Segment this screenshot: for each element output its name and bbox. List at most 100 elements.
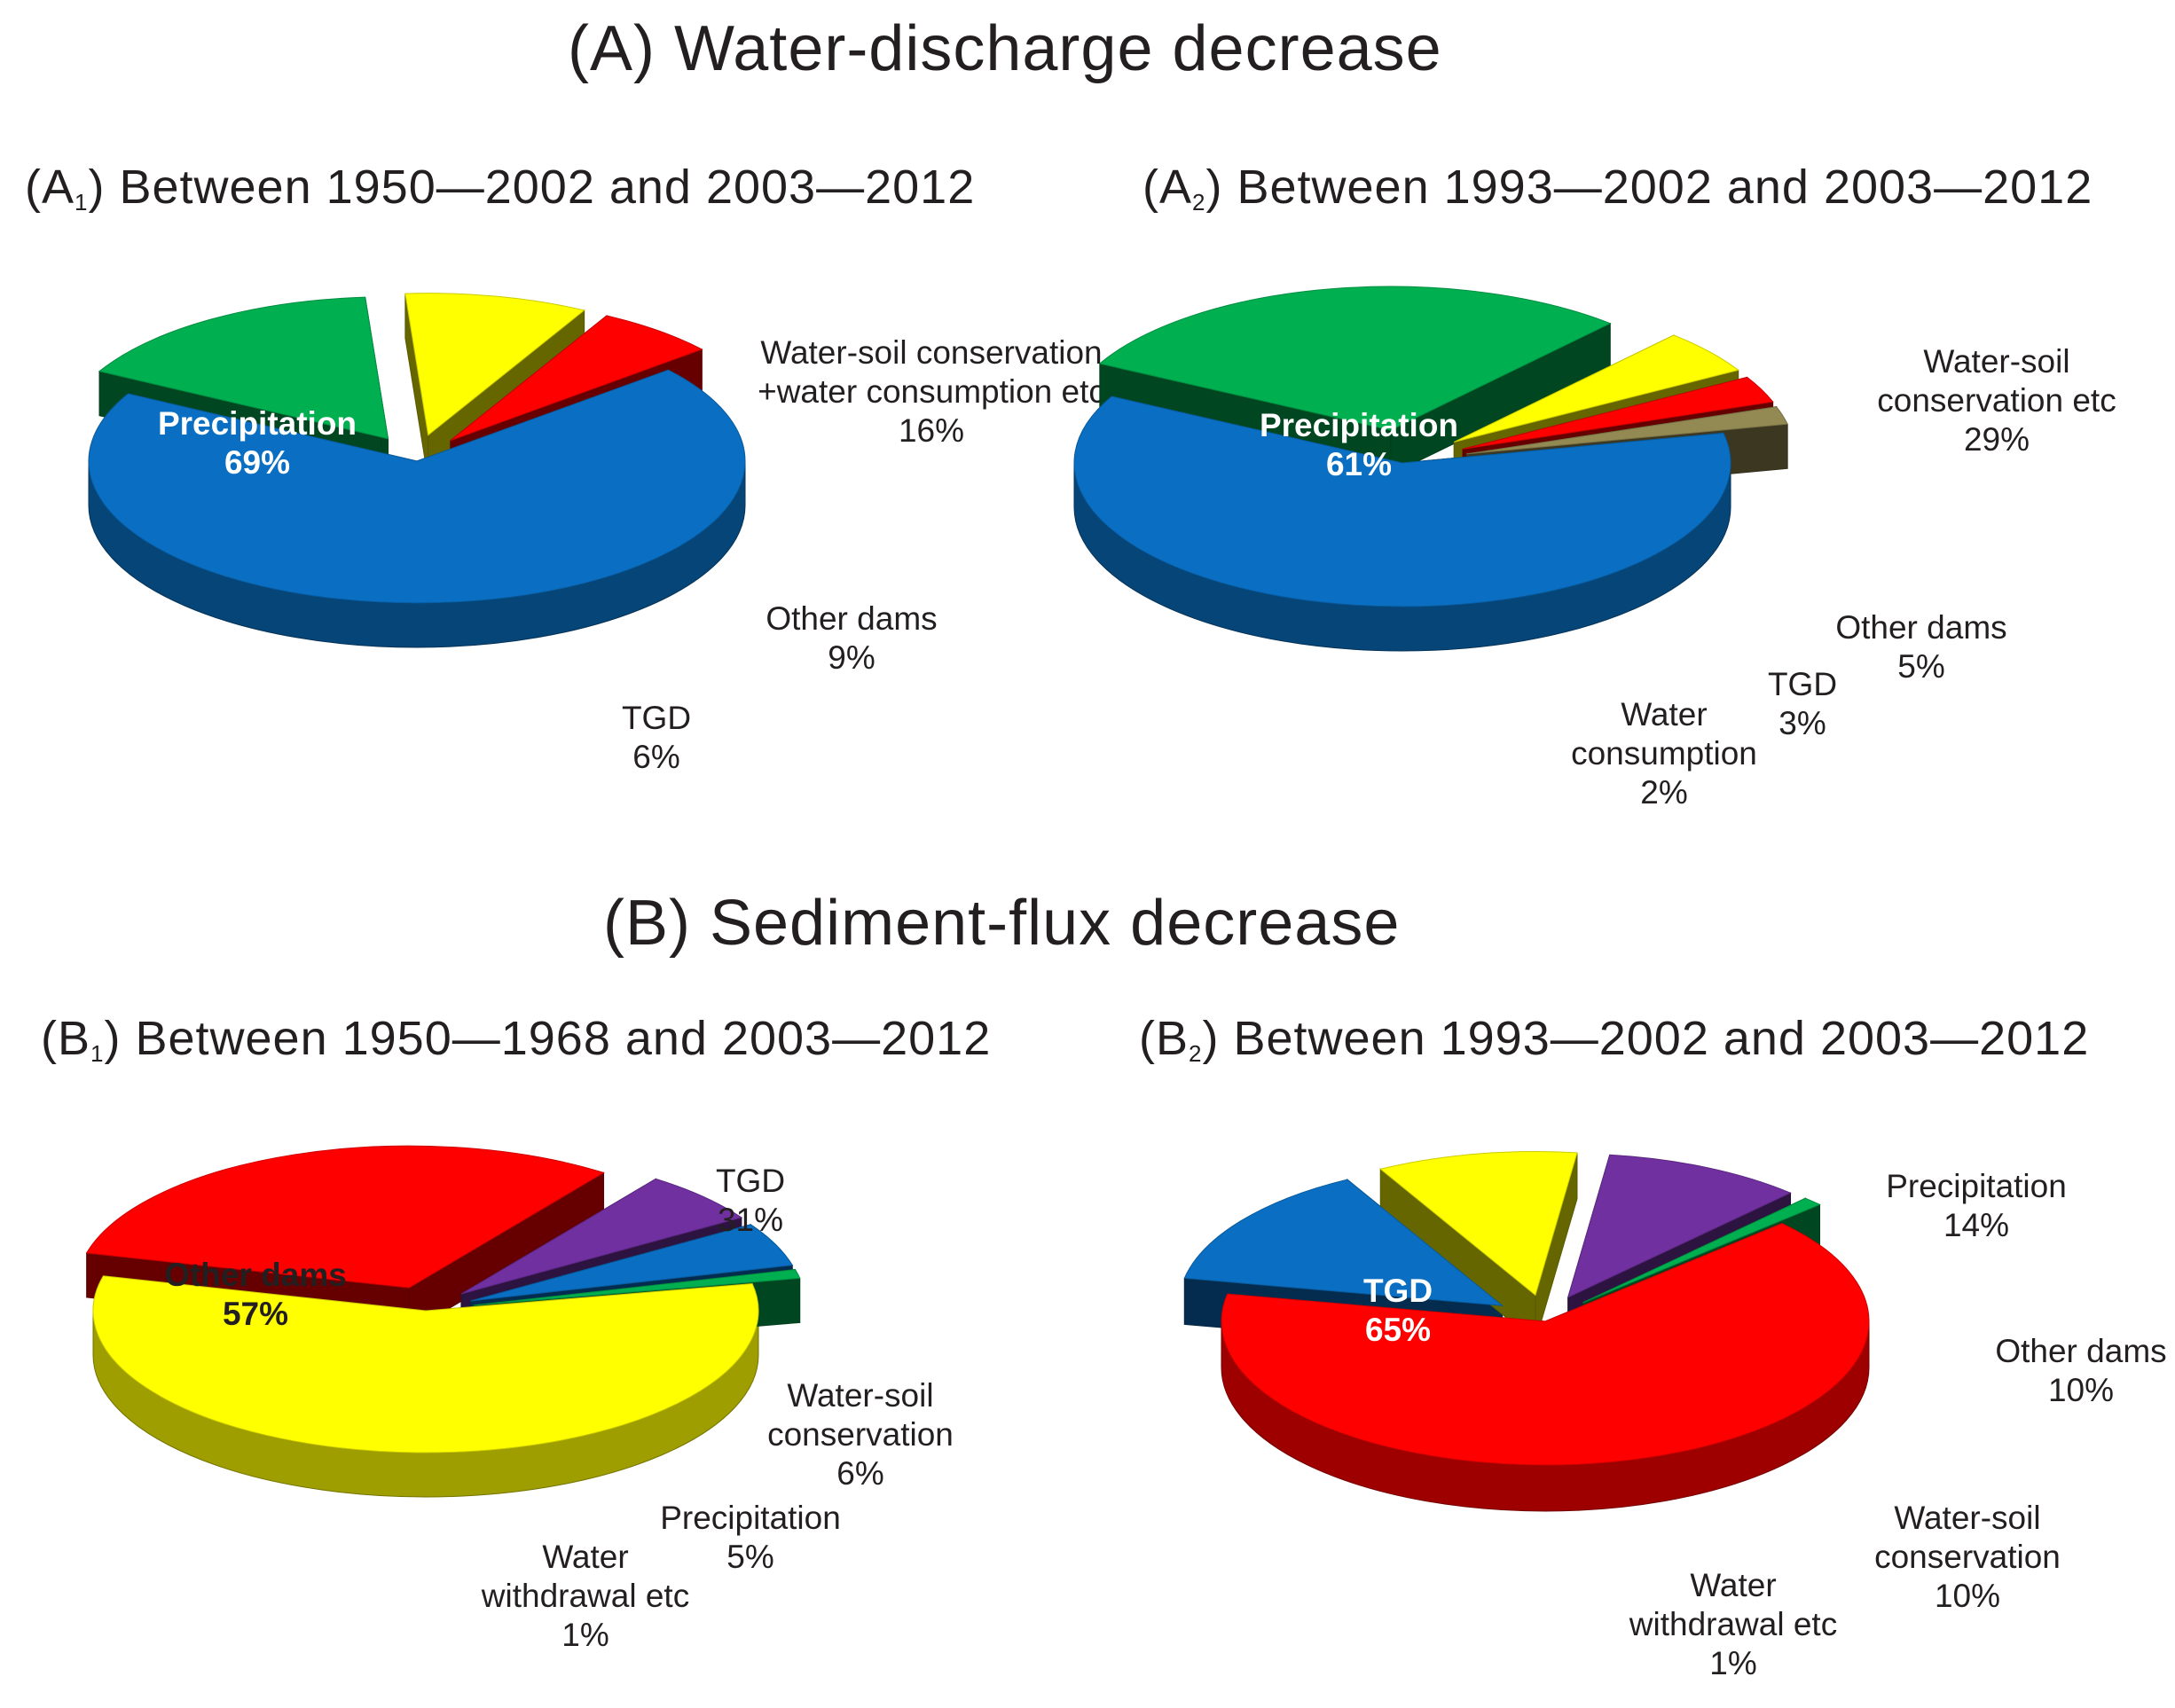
- label-precipitation: Precipitation 69%: [158, 405, 357, 481]
- chart-a1-title-sub: 1: [75, 189, 89, 215]
- label-line: 61%: [1326, 446, 1392, 482]
- label-line: Water: [542, 1539, 628, 1575]
- label-line: conservation: [1874, 1539, 2061, 1575]
- chart-a2-title: (A2) Between 1993—2002 and 2003—2012: [1142, 160, 2093, 216]
- label-line: Water-soil conservation: [760, 334, 1102, 371]
- label-line: TGD: [1768, 666, 1837, 702]
- label-line: 5%: [726, 1539, 773, 1575]
- slice-water-soil: [1566, 1154, 1792, 1298]
- chart-a1-title-rest: ) Between 1950—2002 and 2003—2012: [88, 161, 976, 214]
- chart-b2-title-sub: 2: [1189, 1040, 1203, 1067]
- label-water: Water withdrawal etc 1%: [1629, 1567, 1837, 1681]
- label-line: Water: [1621, 696, 1707, 733]
- label-precipitation: Precipitation 61%: [1260, 407, 1458, 482]
- label-line: TGD: [716, 1163, 785, 1199]
- chart-a2-title-prefix: (A: [1142, 161, 1192, 214]
- chart-a1-title: (A1) Between 1950—2002 and 2003—2012: [25, 160, 975, 216]
- chart-a1-title-prefix: (A: [25, 161, 75, 214]
- slice-water-soil-conservation: [98, 296, 389, 440]
- label-line: TGD: [622, 700, 691, 736]
- label-water: Water consumption 2%: [1571, 696, 1757, 811]
- label-line: Other dams: [766, 600, 937, 637]
- label-line: withdrawal etc: [1629, 1606, 1837, 1642]
- label-other-dams: Other dams 10%: [1995, 1333, 2166, 1408]
- label-line: 2%: [1640, 774, 1687, 811]
- slice-water: [1466, 406, 1788, 455]
- label-water-soil: Water-soil conservation 10%: [1874, 1500, 2061, 1614]
- label-line: TGD: [1363, 1273, 1433, 1309]
- slice-other-dams: [1454, 334, 1739, 443]
- label-line: 9%: [828, 639, 875, 676]
- chart-a1-pie: Precipitation 69% Water-soil conservation +…: [88, 293, 1105, 775]
- label-line: 14%: [1943, 1207, 2009, 1243]
- chart-b2-title: (B2) Between 1993—2002 and 2003—2012: [1139, 1011, 2089, 1068]
- chart-b1-title-sub: 1: [90, 1040, 105, 1067]
- label-other-dams: Other dams 9%: [766, 600, 937, 676]
- label-line: 16%: [899, 412, 964, 449]
- chart-b1-title: (B1) Between 1950—1968 and 2003—2012: [41, 1011, 991, 1068]
- label-line: 3%: [1778, 705, 1826, 741]
- chart-b2-title-prefix: (B: [1139, 1012, 1189, 1065]
- label-line: 6%: [632, 739, 679, 775]
- label-line: Precipitation: [158, 405, 357, 442]
- slice-tgd: [85, 1145, 605, 1289]
- chart-b1-title-prefix: (B: [41, 1012, 90, 1065]
- label-line: 10%: [1935, 1578, 2000, 1614]
- slice-water-soil: [460, 1178, 743, 1295]
- label-precipitation: Precipitation 5%: [660, 1500, 841, 1575]
- chart-b1-title-rest: ) Between 1950—1968 and 2003—2012: [104, 1012, 992, 1065]
- slice-precipitation: [1183, 1179, 1504, 1306]
- label-water-soil: Water-soil conservation etc 29%: [1877, 343, 2116, 458]
- label-line: 1%: [1709, 1645, 1756, 1681]
- label-line: Water: [1690, 1567, 1776, 1603]
- slice-tgd: [1463, 376, 1774, 450]
- label-line: conservation: [767, 1416, 954, 1453]
- chart-a2-title-sub: 2: [1192, 189, 1206, 215]
- chart-a2-title-rest: ) Between 1993—2002 and 2003—2012: [1205, 161, 2093, 214]
- chart-b2-pie: TGD 65%Precipitation 14%Other dams 10%Water…: [1183, 1151, 2167, 1681]
- label-line: 29%: [1964, 421, 2030, 458]
- section-b-title: (B) Sediment-flux decrease: [603, 888, 1401, 959]
- label-line: Precipitation: [1260, 407, 1458, 443]
- slice-other-dams: [404, 293, 585, 436]
- label-precipitation: Precipitation 14%: [1886, 1168, 2067, 1243]
- label-tgd: TGD 6%: [622, 700, 691, 775]
- label-line: withdrawal etc: [481, 1578, 689, 1614]
- label-line: 5%: [1897, 648, 1944, 685]
- label-line: conservation etc: [1877, 382, 2116, 419]
- slice-precipitation: [88, 369, 746, 604]
- label-line: Other dams: [1835, 609, 2006, 646]
- slice-water: [473, 1269, 801, 1306]
- label-water: Water withdrawal etc 1%: [481, 1539, 689, 1653]
- label-line: Precipitation: [1886, 1168, 2067, 1204]
- label-water-soil: Water-soil conservation 6%: [767, 1377, 954, 1492]
- slice-tgd: [450, 315, 703, 442]
- label-line: 69%: [224, 444, 290, 481]
- label-line: 10%: [2048, 1372, 2114, 1408]
- slice-precipitation: [1073, 396, 1731, 607]
- label-tgd: TGD 31%: [716, 1163, 785, 1238]
- chart-b2-title-rest: ) Between 1993—2002 and 2003—2012: [1202, 1012, 2090, 1065]
- chart-b1-pie: Other dams 57% TGD 31% Water-soil conservatio…: [85, 1145, 954, 1653]
- label-tgd: TGD 65%: [1363, 1273, 1433, 1348]
- label-other-dams: Other dams 5%: [1835, 609, 2006, 685]
- label-line: Other dams: [164, 1257, 347, 1293]
- slice-precipitation: [470, 1224, 794, 1302]
- label-line: consumption: [1571, 735, 1757, 772]
- slice-tgd: [1221, 1222, 1870, 1466]
- label-line: Precipitation: [660, 1500, 841, 1536]
- label-line: +water consumption etc: [758, 373, 1105, 410]
- label-line: Other dams: [1995, 1333, 2166, 1369]
- label-line: 65%: [1365, 1312, 1431, 1348]
- label-line: Water-soil: [787, 1377, 933, 1414]
- label-tgd: TGD 3%: [1768, 666, 1837, 741]
- slice-water-soil: [1098, 286, 1612, 431]
- slice-other-dams: [1379, 1151, 1578, 1297]
- label-other-dams: Other dams 57%: [164, 1257, 347, 1332]
- label-water-soil-conservation: Water-soil conservation +water consumptio…: [758, 334, 1105, 449]
- slice-other-dams: [92, 1275, 759, 1453]
- section-a-title: (A) Water-discharge decrease: [568, 13, 1442, 84]
- label-line: 1%: [561, 1617, 609, 1653]
- label-line: Water-soil: [1923, 343, 2069, 380]
- label-line: Water-soil: [1894, 1500, 2040, 1536]
